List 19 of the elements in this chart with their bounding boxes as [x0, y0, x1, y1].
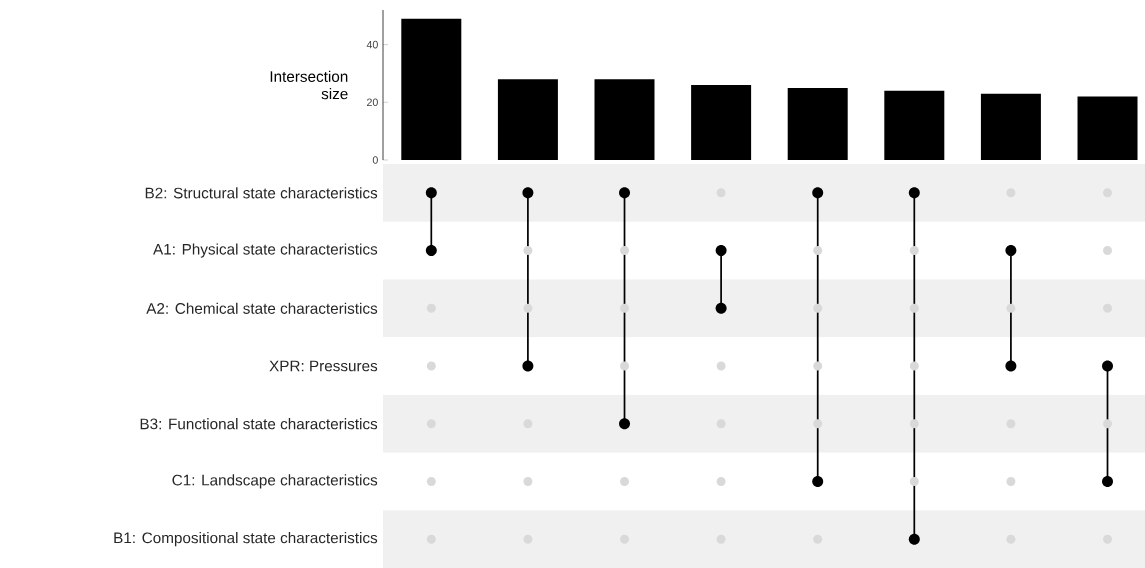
y-tick-label: 20	[367, 98, 378, 107]
text: B2: Structural state characteristics	[145, 187, 378, 199]
text: A2: Chemical state characteristics	[146, 302, 378, 314]
text: A1: Physical state characteristics	[153, 243, 378, 258]
text: C1: Landscape characteristics	[172, 474, 378, 489]
text: B1: Compositional state characteristics	[114, 532, 378, 547]
bar	[691, 84, 752, 160]
bar	[401, 18, 462, 160]
bar	[884, 90, 945, 160]
bar	[1077, 96, 1138, 160]
text: XPR: Pressures	[269, 360, 378, 372]
text: B3: Functional state characteristics	[140, 418, 378, 430]
bar	[980, 93, 1041, 160]
bar	[594, 79, 655, 160]
bar	[787, 87, 848, 160]
y-axis-title: Intersection size	[270, 70, 348, 100]
y-tick-label: 0	[372, 156, 378, 164]
bar	[497, 79, 558, 160]
y-tick-label: 40	[366, 40, 378, 49]
